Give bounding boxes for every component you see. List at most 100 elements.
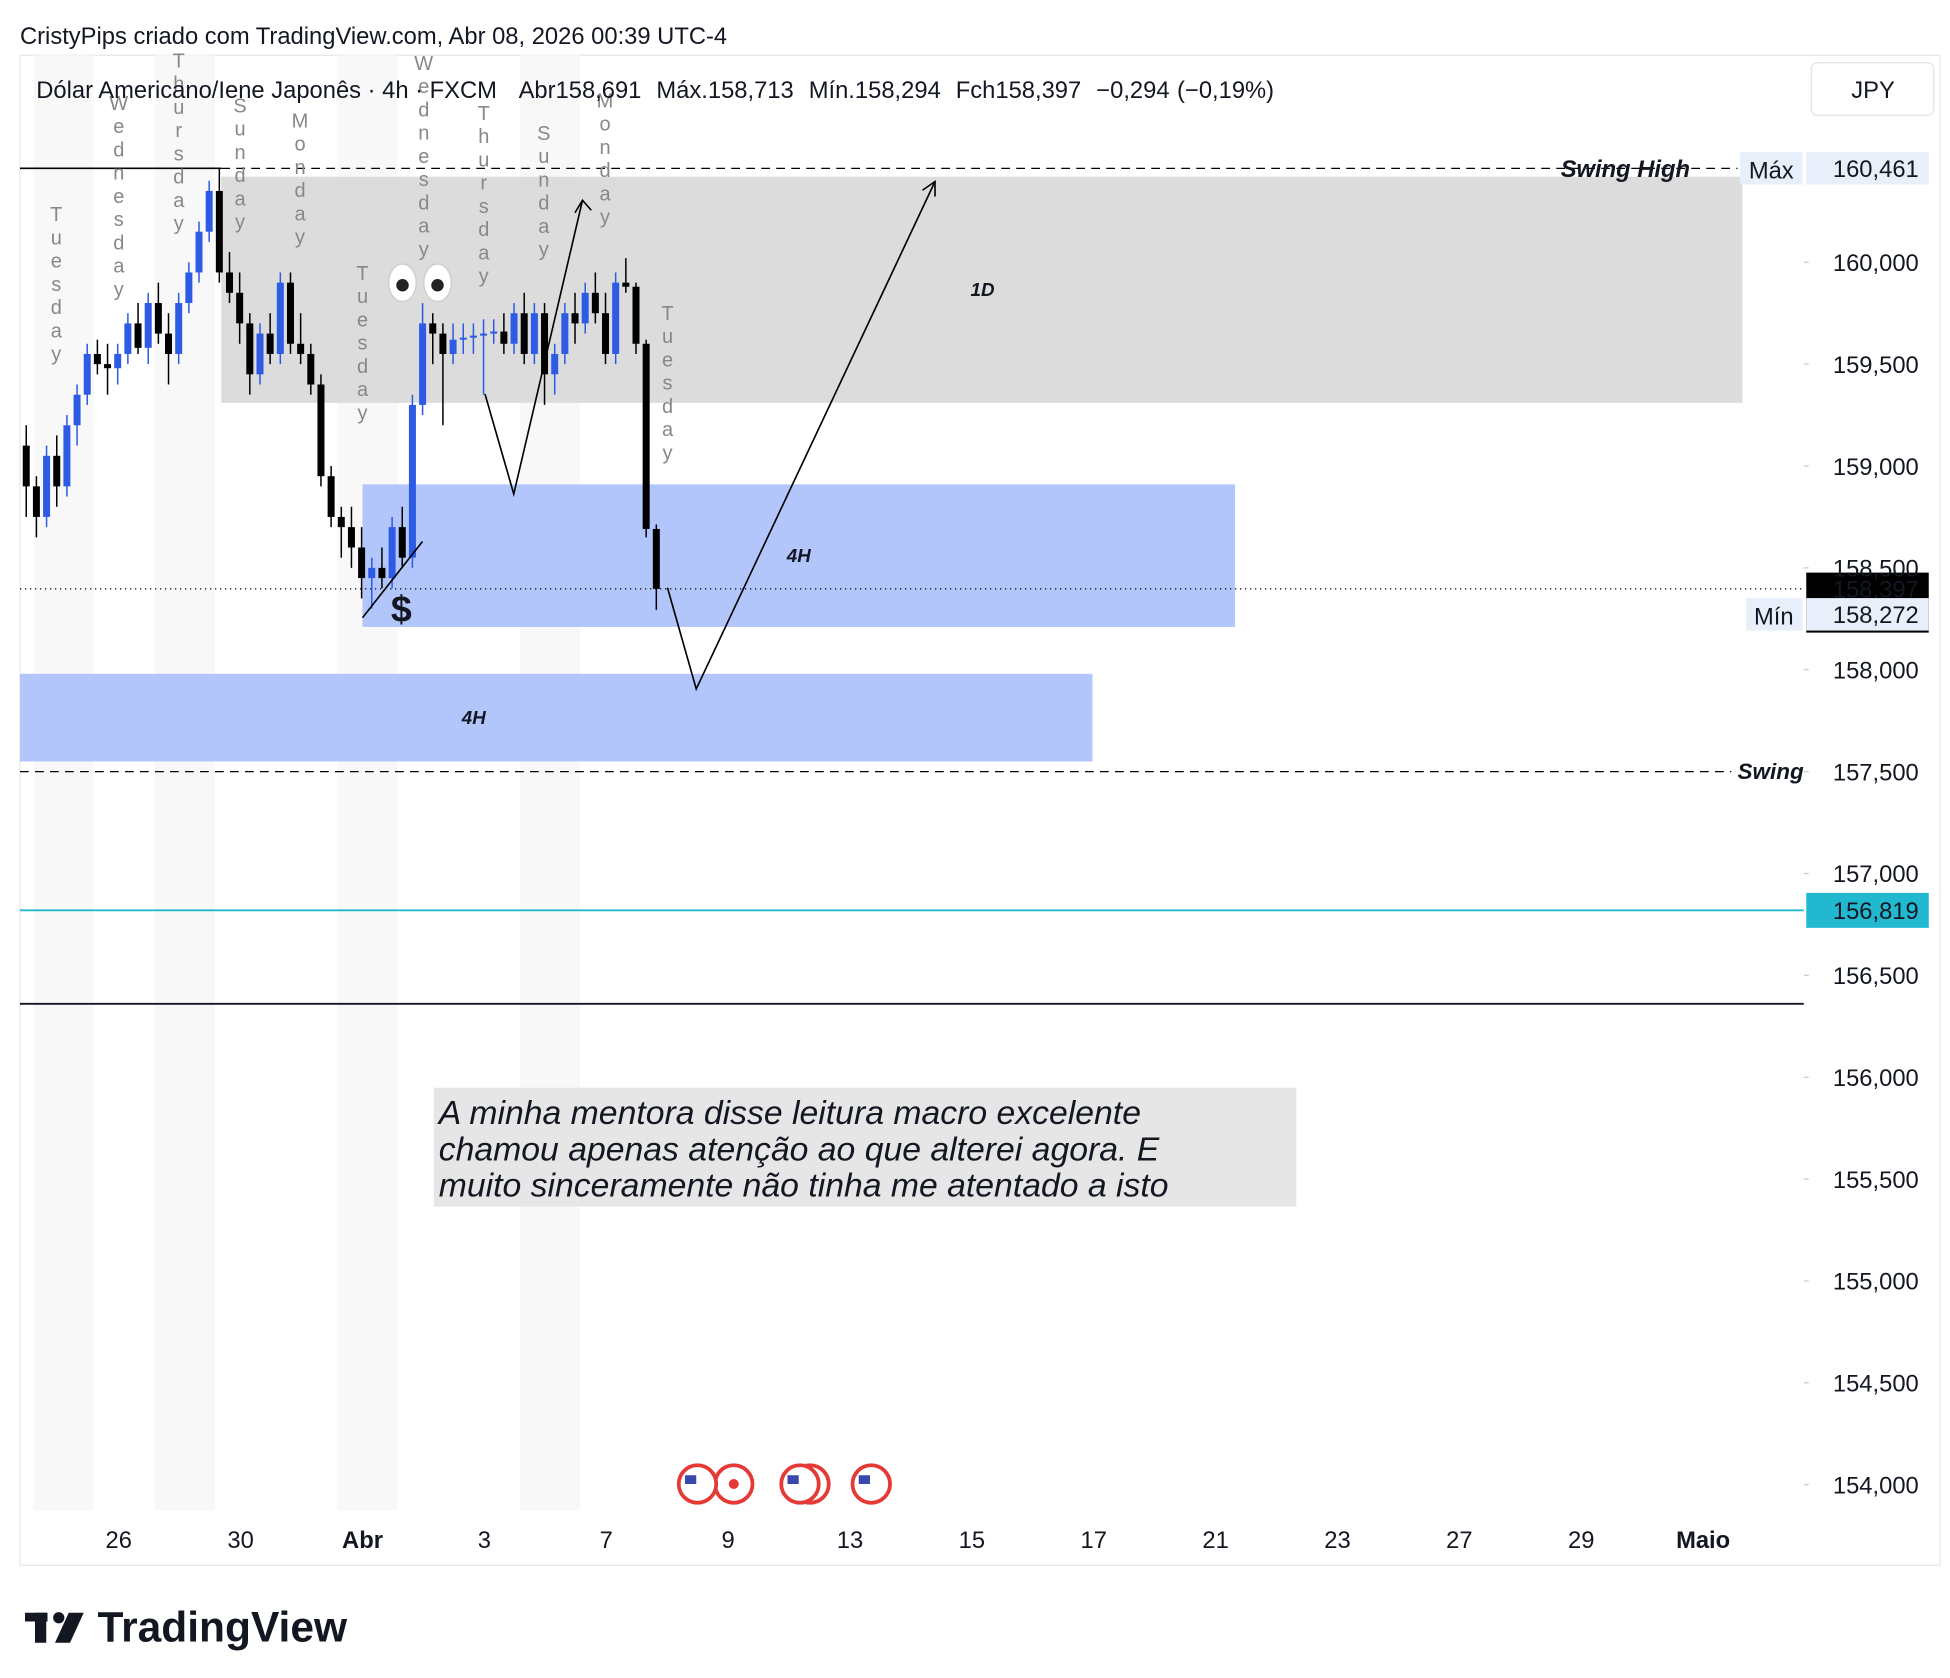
change: −0,294	[1096, 77, 1169, 104]
candle-body	[114, 353, 122, 369]
ohlc-name: Abr	[519, 77, 556, 104]
note-line: A minha mentora disse leitura macro exce…	[437, 1094, 1141, 1132]
y-tick-label: 160,000	[1833, 250, 1919, 277]
cyan-box	[1806, 892, 1929, 928]
candle-body	[368, 567, 376, 579]
swing-high-text: Swing High	[1561, 156, 1690, 183]
change-pct: (−0,19%)	[1177, 77, 1274, 104]
x-tick-label: 21	[1202, 1527, 1228, 1554]
currency-box[interactable]	[1810, 62, 1935, 116]
candle-body	[378, 567, 386, 579]
session-label: Wednesday	[413, 53, 435, 262]
candle-body	[530, 313, 538, 354]
min-label-box	[1806, 598, 1929, 631]
ohlc-name: Fch	[956, 77, 996, 104]
y-tick-label: 154,500	[1833, 1371, 1919, 1398]
candle-body	[195, 231, 203, 273]
candle-body	[490, 331, 498, 334]
drawings	[361, 179, 936, 692]
x-tick-label: 26	[106, 1527, 132, 1554]
candle-body	[652, 528, 660, 589]
candle-body	[22, 445, 30, 487]
note-line: chamou apenas atenção ao que alterei ago…	[439, 1130, 1160, 1168]
zone	[20, 673, 1093, 762]
candle-body	[337, 516, 345, 528]
min-label: 158,272	[1833, 602, 1919, 629]
legend: Dólar Americano/Iene Japonês · 4h · FXCM…	[36, 77, 1274, 104]
candle-body	[347, 527, 355, 548]
brand-logo	[25, 1612, 84, 1643]
zones: 1D 4H 4H	[20, 176, 1743, 762]
y-tick-label: 159,000	[1833, 454, 1919, 481]
x-tick-label: 17	[1081, 1527, 1107, 1554]
candle-body	[175, 303, 183, 354]
marker: $	[391, 588, 412, 630]
candles	[22, 168, 660, 610]
ohlc-name: Máx.	[656, 77, 707, 104]
currency[interactable]: JPY	[1851, 77, 1895, 104]
x-tick-label: 3	[478, 1527, 491, 1554]
candle-body	[622, 282, 630, 287]
candle-body	[612, 282, 620, 354]
candle-body	[510, 313, 518, 344]
candle-body	[256, 333, 264, 375]
candle-body	[53, 455, 61, 487]
zone	[221, 176, 1743, 403]
levels: Swing HighMáx160,461Swing156,819158,3972…	[20, 152, 1929, 1005]
header: CristyPips criado com TradingView.com, A…	[20, 23, 727, 50]
candle-body	[541, 313, 549, 375]
candle-body	[561, 313, 569, 354]
max-label: 160,461	[1833, 156, 1919, 183]
max-tag: Máx	[1749, 157, 1794, 184]
ohlc-value: 158,294	[855, 77, 941, 104]
session-label: Thursday	[168, 50, 190, 236]
candle-body	[266, 333, 274, 354]
session-label: Sunday	[229, 95, 251, 235]
candle-body	[144, 303, 152, 348]
candle-body	[602, 313, 610, 354]
y-tick-label: 158,500	[1833, 556, 1919, 583]
candle-body	[459, 337, 467, 340]
zone-label: 4H	[786, 545, 811, 566]
candle-body	[276, 282, 284, 354]
candle-body	[236, 292, 244, 324]
candle-body	[581, 292, 589, 324]
candle-body	[73, 394, 81, 426]
candle-body	[205, 190, 213, 232]
x-tick-label: Abr	[342, 1527, 383, 1554]
candle-body	[591, 292, 599, 314]
y-tick-label: 155,500	[1833, 1167, 1919, 1194]
candle-body	[124, 323, 132, 354]
zone-label: 4H	[461, 707, 486, 728]
candle-body	[63, 425, 71, 487]
labels: 160,000 159,500 159,000 158,500 158,000 157,5…	[45, 50, 1919, 1554]
x-tick-label: 27	[1446, 1527, 1472, 1554]
candle-body	[43, 455, 51, 517]
cyan-label: 156,819	[1833, 898, 1919, 925]
max-tag-box	[1740, 152, 1803, 185]
ohlc-name: Mín.	[809, 77, 855, 104]
candle-body	[93, 353, 101, 365]
ohlc-value: 158,713	[708, 77, 794, 104]
x-tick-label: 15	[959, 1527, 985, 1554]
session-label: Tuesday	[45, 204, 67, 367]
y-tick-label: 158,000	[1833, 657, 1919, 684]
candle-body	[419, 323, 427, 405]
y-tick-label: 157,500	[1833, 759, 1919, 786]
candle-body	[317, 384, 325, 477]
min-tag: Mín	[1754, 603, 1794, 630]
candle-body	[185, 272, 193, 304]
swing-text: Swing	[1738, 759, 1805, 784]
ohlc-value: 158,691	[556, 77, 642, 104]
candle-body	[215, 190, 223, 273]
candle-body	[480, 333, 488, 336]
y-tick-label: 154,000	[1833, 1472, 1919, 1499]
session-label: Monday	[594, 90, 616, 230]
zone-label: 1D	[971, 279, 995, 300]
candle-body	[104, 364, 112, 369]
candle-body	[449, 339, 457, 354]
candle-body	[297, 343, 305, 354]
candle-body	[408, 404, 416, 558]
candle-body	[632, 286, 640, 344]
ohlc-value: 158,397	[995, 77, 1081, 104]
